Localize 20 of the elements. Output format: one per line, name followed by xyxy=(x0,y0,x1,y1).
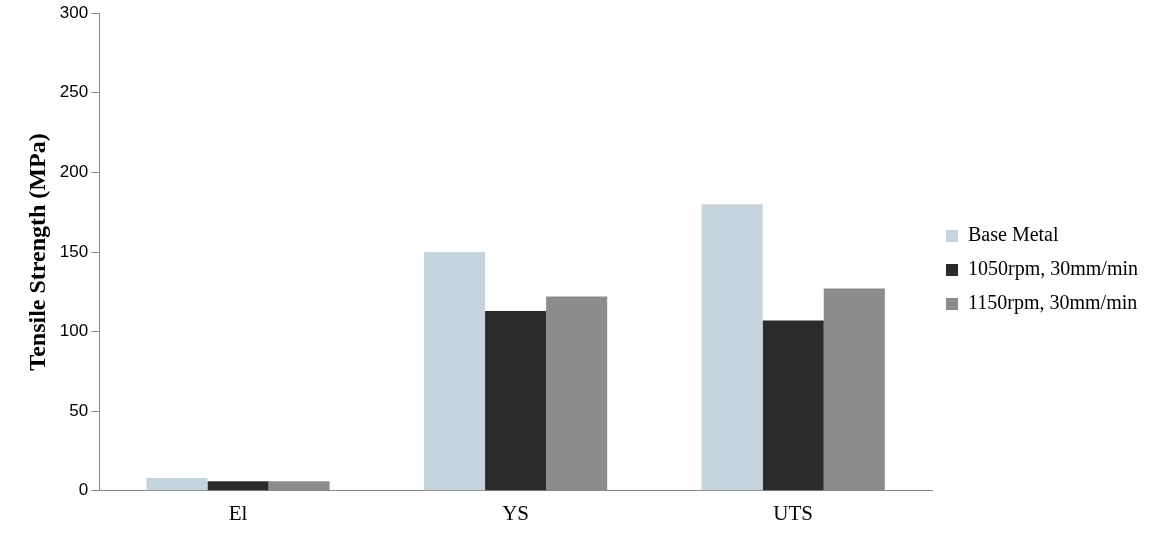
bar xyxy=(423,252,486,491)
bar xyxy=(146,478,208,491)
bar xyxy=(485,310,547,491)
x-tick-label: El xyxy=(228,500,248,525)
x-tick-label: YS xyxy=(502,500,530,525)
bar xyxy=(762,320,824,491)
legend-label: Base Metal xyxy=(968,223,1059,246)
bar xyxy=(207,481,269,491)
y-tick-label: 150 xyxy=(59,241,89,261)
legend-label: 1050rpm, 30mm/min xyxy=(968,257,1138,281)
y-tick-label: 250 xyxy=(59,82,89,102)
y-axis-title: Tensile Strength (MPa) xyxy=(23,133,50,371)
y-tick-label: 300 xyxy=(59,2,89,22)
legend-label: 1150rpm, 30mm/min xyxy=(968,291,1138,315)
bar xyxy=(701,204,763,491)
x-tick-label: UTS xyxy=(773,500,814,525)
y-tick-label: 100 xyxy=(59,321,89,341)
y-tick-label: 50 xyxy=(69,400,89,420)
y-tick-label: 0 xyxy=(78,480,89,500)
y-tick-label: 200 xyxy=(59,162,89,182)
